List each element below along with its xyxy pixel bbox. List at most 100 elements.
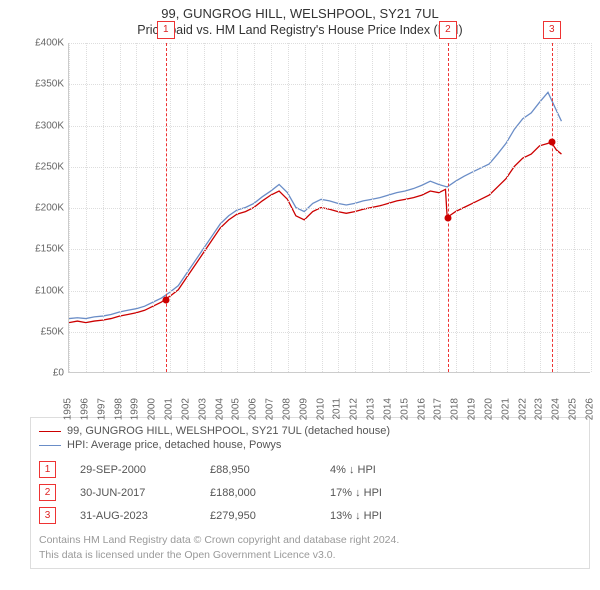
x-axis-label: 2000	[147, 398, 158, 420]
x-axis-label: 1995	[63, 398, 74, 420]
x-gridline	[574, 43, 575, 372]
chart-container: 99, GUNGROG HILL, WELSHPOOL, SY21 7UL Pr…	[0, 0, 600, 569]
x-gridline	[423, 43, 424, 372]
title-address: 99, GUNGROG HILL, WELSHPOOL, SY21 7UL	[10, 6, 590, 21]
x-axis-label: 2023	[534, 398, 545, 420]
sale-price: £88,950	[210, 464, 330, 476]
attribution-line2: This data is licensed under the Open Gov…	[39, 548, 581, 563]
legend-swatch	[39, 431, 61, 432]
x-gridline	[540, 43, 541, 372]
x-gridline	[591, 43, 592, 372]
x-gridline	[187, 43, 188, 372]
x-gridline	[355, 43, 356, 372]
x-gridline	[288, 43, 289, 372]
x-axis-label: 2025	[568, 398, 579, 420]
sale-pct: 17% ↓ HPI	[330, 487, 440, 499]
sale-marker-box: 3	[543, 21, 561, 39]
x-gridline	[406, 43, 407, 372]
sale-marker-box: 1	[157, 21, 175, 39]
attribution: Contains HM Land Registry data © Crown c…	[39, 533, 581, 562]
sale-marker-box: 2	[439, 21, 457, 39]
legend-item: HPI: Average price, detached house, Powy…	[39, 438, 581, 452]
sale-num-box: 1	[39, 461, 56, 478]
x-axis-label: 2008	[281, 398, 292, 420]
attribution-line1: Contains HM Land Registry data © Crown c…	[39, 533, 581, 548]
x-gridline	[271, 43, 272, 372]
x-axis-label: 2009	[298, 398, 309, 420]
legend-label: 99, GUNGROG HILL, WELSHPOOL, SY21 7UL (d…	[67, 425, 390, 437]
x-axis-label: 2013	[366, 398, 377, 420]
x-gridline	[338, 43, 339, 372]
sale-pct: 4% ↓ HPI	[330, 464, 440, 476]
x-gridline	[557, 43, 558, 372]
x-axis-label: 2005	[231, 398, 242, 420]
y-axis-label: £0	[30, 368, 68, 379]
sale-pct: 13% ↓ HPI	[330, 510, 440, 522]
sale-num-box: 3	[39, 507, 56, 524]
x-gridline	[305, 43, 306, 372]
y-axis-label: £300K	[30, 120, 68, 131]
x-gridline	[507, 43, 508, 372]
y-gridline	[69, 249, 590, 250]
legend-swatch	[39, 445, 61, 446]
x-gridline	[372, 43, 373, 372]
y-axis-label: £350K	[30, 79, 68, 90]
y-axis-label: £200K	[30, 203, 68, 214]
x-axis-label: 1996	[79, 398, 90, 420]
x-gridline	[120, 43, 121, 372]
sale-price: £279,950	[210, 510, 330, 522]
x-axis-label: 2002	[180, 398, 191, 420]
sales-rows: 129-SEP-2000£88,9504% ↓ HPI230-JUN-2017£…	[39, 458, 581, 527]
x-gridline	[86, 43, 87, 372]
sale-point	[548, 139, 555, 146]
x-gridline	[490, 43, 491, 372]
y-axis-label: £400K	[30, 38, 68, 49]
x-axis-label: 2017	[433, 398, 444, 420]
y-axis-label: £100K	[30, 285, 68, 296]
y-axis-label: £150K	[30, 244, 68, 255]
x-axis-label: 2018	[450, 398, 461, 420]
sale-row: 230-JUN-2017£188,00017% ↓ HPI	[39, 481, 581, 504]
sale-num-box: 2	[39, 484, 56, 501]
legend-label: HPI: Average price, detached house, Powy…	[67, 439, 281, 451]
title-subtitle: Price paid vs. HM Land Registry's House …	[10, 23, 590, 37]
sale-marker-line	[448, 43, 449, 372]
x-axis-label: 2022	[517, 398, 528, 420]
x-axis-label: 2019	[467, 398, 478, 420]
x-gridline	[153, 43, 154, 372]
x-axis-label: 2004	[214, 398, 225, 420]
x-axis-label: 1997	[96, 398, 107, 420]
x-gridline	[103, 43, 104, 372]
info-panel: 99, GUNGROG HILL, WELSHPOOL, SY21 7UL (d…	[30, 417, 590, 569]
legend-item: 99, GUNGROG HILL, WELSHPOOL, SY21 7UL (d…	[39, 424, 581, 438]
sale-date: 30-JUN-2017	[80, 487, 210, 499]
sale-date: 31-AUG-2023	[80, 510, 210, 522]
y-gridline	[69, 126, 590, 127]
x-gridline	[254, 43, 255, 372]
y-gridline	[69, 43, 590, 44]
x-gridline	[389, 43, 390, 372]
y-gridline	[69, 291, 590, 292]
x-axis-label: 2016	[416, 398, 427, 420]
sale-point	[444, 214, 451, 221]
x-axis-label: 2001	[164, 398, 175, 420]
x-axis-label: 2011	[332, 398, 343, 420]
x-gridline	[170, 43, 171, 372]
x-gridline	[136, 43, 137, 372]
x-axis-label: 2006	[248, 398, 259, 420]
x-axis-label: 1999	[130, 398, 141, 420]
plot-area: 123 £0£50K£100K£150K£200K£250K£300K£350K…	[30, 43, 590, 413]
plot-inner: 123	[68, 43, 590, 373]
x-axis-label: 2026	[585, 398, 596, 420]
y-gridline	[69, 208, 590, 209]
x-axis-label: 2014	[382, 398, 393, 420]
y-gridline	[69, 332, 590, 333]
legend: 99, GUNGROG HILL, WELSHPOOL, SY21 7UL (d…	[39, 424, 581, 452]
x-axis-label: 2012	[349, 398, 360, 420]
title-area: 99, GUNGROG HILL, WELSHPOOL, SY21 7UL Pr…	[0, 0, 600, 39]
x-gridline	[69, 43, 70, 372]
y-gridline	[69, 84, 590, 85]
x-gridline	[456, 43, 457, 372]
series-price_paid	[69, 142, 561, 323]
y-axis-label: £50K	[30, 326, 68, 337]
